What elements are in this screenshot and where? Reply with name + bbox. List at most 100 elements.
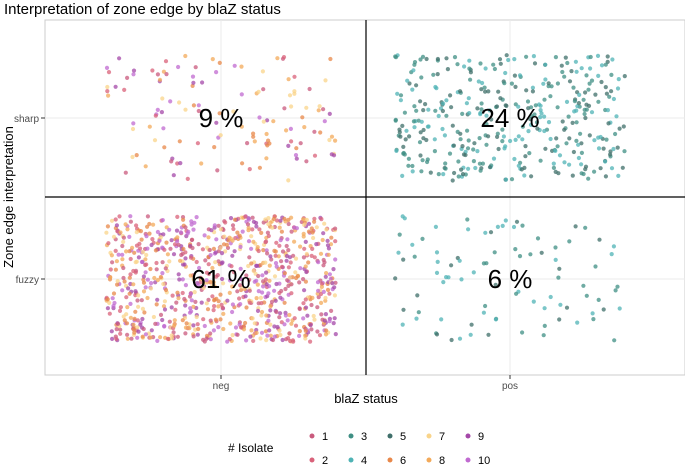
data-point	[148, 335, 153, 340]
data-point	[114, 223, 119, 228]
data-point	[157, 77, 163, 82]
data-point	[301, 217, 306, 222]
data-point	[227, 290, 232, 295]
legend-label: 2	[322, 455, 328, 466]
data-point	[124, 249, 129, 254]
data-point	[131, 322, 136, 327]
data-point	[401, 257, 406, 262]
data-point	[557, 317, 562, 322]
data-point	[245, 141, 250, 146]
data-point	[235, 230, 240, 235]
data-point	[218, 133, 223, 138]
data-point	[301, 234, 306, 239]
data-point	[265, 118, 270, 123]
data-point	[238, 266, 243, 271]
data-point	[557, 153, 563, 158]
data-point	[284, 253, 290, 259]
data-point	[162, 247, 167, 252]
data-point	[243, 320, 248, 326]
data-point	[227, 235, 232, 240]
data-point	[479, 101, 484, 106]
data-point	[162, 307, 168, 312]
data-point	[177, 139, 182, 144]
data-point	[473, 165, 478, 171]
data-point	[254, 224, 259, 229]
data-point	[266, 318, 271, 323]
data-point	[522, 173, 527, 178]
data-point	[254, 296, 259, 301]
data-point	[152, 275, 157, 281]
data-point	[139, 259, 144, 265]
data-point	[551, 161, 556, 166]
data-point	[143, 285, 148, 290]
data-point	[418, 153, 423, 158]
data-point	[575, 320, 580, 325]
data-point	[596, 99, 601, 104]
data-point	[316, 288, 321, 293]
data-point	[175, 235, 180, 240]
data-point	[310, 230, 315, 235]
data-point	[478, 110, 483, 116]
data-point	[595, 53, 601, 59]
data-point	[272, 324, 277, 329]
data-point	[410, 242, 415, 247]
data-point	[239, 64, 244, 69]
legend-label: 1	[322, 431, 328, 443]
data-point	[244, 305, 249, 310]
data-point	[323, 332, 329, 337]
data-point	[539, 250, 544, 255]
data-point	[402, 110, 407, 115]
data-point	[538, 115, 543, 120]
legend-label: 9	[478, 431, 484, 443]
data-point	[158, 312, 164, 317]
data-point	[203, 258, 208, 263]
data-point	[467, 66, 472, 71]
data-point	[471, 270, 476, 275]
data-point	[564, 305, 570, 310]
data-point	[128, 272, 133, 277]
data-point	[195, 141, 200, 146]
data-point	[210, 57, 215, 62]
data-point	[268, 322, 273, 327]
data-point	[298, 244, 303, 249]
data-point	[161, 304, 167, 309]
data-point	[604, 91, 610, 96]
data-point	[599, 79, 604, 85]
data-point	[329, 152, 334, 157]
data-point	[502, 81, 507, 86]
data-point	[558, 302, 563, 307]
data-point	[214, 70, 219, 75]
data-point	[293, 256, 299, 261]
data-point	[122, 87, 127, 92]
data-point	[520, 330, 525, 335]
data-point	[107, 311, 112, 316]
data-point	[216, 304, 221, 309]
data-point	[314, 225, 319, 230]
data-point	[197, 265, 202, 271]
data-point	[228, 321, 233, 326]
data-point	[136, 329, 141, 334]
data-point	[282, 322, 287, 327]
data-point	[450, 178, 455, 183]
data-point	[333, 239, 338, 244]
data-point	[120, 252, 125, 257]
data-point	[289, 104, 294, 109]
data-point	[617, 126, 622, 131]
data-point	[560, 69, 565, 75]
data-point	[579, 150, 585, 155]
data-point	[244, 338, 249, 343]
data-point	[128, 301, 133, 306]
legend-swatch	[348, 433, 354, 439]
data-point	[609, 89, 614, 94]
data-point	[532, 112, 537, 117]
data-point	[435, 259, 440, 264]
data-point	[264, 338, 269, 343]
data-point	[496, 146, 501, 152]
data-point	[435, 56, 440, 62]
data-point	[252, 321, 257, 326]
data-point	[615, 145, 620, 150]
data-point	[512, 57, 517, 62]
data-point	[139, 237, 144, 242]
data-point	[508, 138, 513, 144]
data-point	[459, 167, 464, 172]
